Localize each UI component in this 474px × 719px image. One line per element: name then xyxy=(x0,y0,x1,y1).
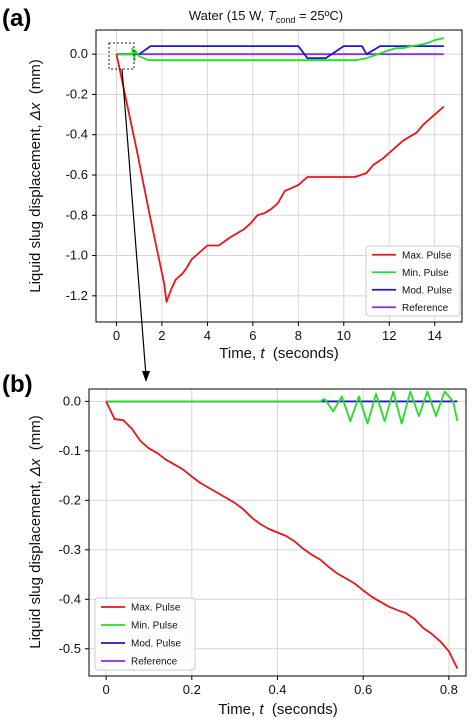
x-tick-label: 4 xyxy=(204,328,211,343)
zoom-region-box xyxy=(108,42,135,70)
y-tick-label: -0.4 xyxy=(59,591,81,606)
x-tick-label: 10 xyxy=(337,328,351,343)
panel-a-ticks: 0 2 4 6 8 10 12 14 0.0 -0.2 -0.4 -0.6 -0.8 -1.0 -1.2 xyxy=(66,46,442,343)
legend-box xyxy=(94,597,196,671)
panel-b-ylabel: Liquid slug displacement, Δx (mm) xyxy=(27,415,44,649)
x-tick-label: 0.6 xyxy=(354,682,372,697)
y-tick-label: -0.6 xyxy=(66,167,88,182)
legend-label-mod-pulse: Mod. Pulse xyxy=(402,285,452,296)
series-line-max-pulse xyxy=(105,401,459,669)
y-tick-label: 0.0 xyxy=(63,393,81,408)
panel-b-xlabel: Time, t (seconds) xyxy=(218,701,338,718)
legend-label-reference: Reference xyxy=(131,657,178,668)
x-tick-label: 14 xyxy=(427,328,441,343)
x-tick-label: 0.2 xyxy=(183,682,201,697)
legend-label-reference: Reference xyxy=(402,303,449,314)
x-tick-label: 12 xyxy=(382,328,396,343)
x-tick-label: 0 xyxy=(103,682,110,697)
panel-a-title: Water (15 W, Tcond = 25ºC) xyxy=(189,8,343,25)
y-tick-label: -0.2 xyxy=(59,492,81,507)
panel-a-label: (a) xyxy=(2,5,31,32)
series-line-max-pulse xyxy=(115,54,445,303)
x-tick-label: 0 xyxy=(113,328,120,343)
x-tick-label: 2 xyxy=(158,328,165,343)
panel-a-series xyxy=(115,37,445,303)
y-tick-label: -0.4 xyxy=(66,127,88,142)
x-tick-label: 8 xyxy=(295,328,302,343)
panel-b: (b) 0 0.2 0.4 0.6 0.8 0.0 -0.1 -0.2 -0.3 -0.4 -0.5… xyxy=(2,371,467,718)
series-line-min-pulse xyxy=(106,390,459,425)
legend-box xyxy=(365,245,461,317)
y-tick-label: -1.0 xyxy=(66,248,88,263)
y-tick-label: -0.3 xyxy=(59,542,81,557)
y-tick-label: -0.1 xyxy=(59,443,81,458)
y-tick-label: -0.2 xyxy=(66,86,88,101)
x-tick-label: 6 xyxy=(249,328,256,343)
series-line-min-pulse xyxy=(116,37,444,62)
series-line-mod-pulse xyxy=(116,45,444,60)
panel-a-legend: Max. Pulse Min. Pulse Mod. Pulse Reference xyxy=(365,245,461,317)
panel-b-ticks: 0 0.2 0.4 0.6 0.8 0.0 -0.1 -0.2 -0.3 -0.4 -0.5 xyxy=(59,393,458,697)
y-tick-label: -0.8 xyxy=(66,207,88,222)
y-tick-label: -1.2 xyxy=(66,288,88,303)
legend-label-mod-pulse: Mod. Pulse xyxy=(131,639,181,650)
panel-a: (a) Water (15 W, Tcond = 25ºC) 0 2 4 6 8 10 12… xyxy=(2,5,463,362)
panel-a-ylabel: Liquid slug displacement, Δx (mm) xyxy=(27,59,44,293)
x-tick-label: 0.4 xyxy=(268,682,286,697)
zoom-arrow xyxy=(121,68,150,382)
legend-label-max-pulse: Max. Pulse xyxy=(131,603,181,614)
legend-label-min-pulse: Min. Pulse xyxy=(402,268,449,279)
y-tick-label: -0.5 xyxy=(59,641,81,656)
panel-b-series xyxy=(105,390,459,669)
legend-label-max-pulse: Max. Pulse xyxy=(402,250,452,261)
x-tick-label: 0.8 xyxy=(440,682,458,697)
panel-a-axes-frame xyxy=(95,29,463,323)
panel-b-label: (b) xyxy=(2,371,33,398)
panel-a-xlabel: Time, t (seconds) xyxy=(219,345,339,362)
legend-label-min-pulse: Min. Pulse xyxy=(131,621,178,632)
y-tick-label: 0.0 xyxy=(70,46,88,61)
panel-b-legend: Max. Pulse Min. Pulse Mod. Pulse Reference xyxy=(94,597,196,671)
